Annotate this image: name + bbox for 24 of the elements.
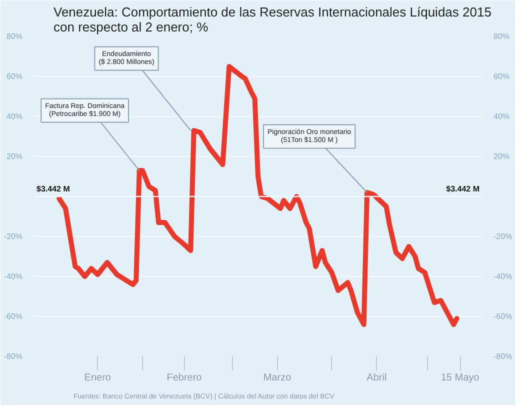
text: $3.442 M — [446, 184, 480, 194]
y2-tick-label: -40% — [494, 272, 512, 281]
y2-tick-label: -20% — [494, 232, 512, 241]
y-tick-label: -60% — [4, 312, 23, 321]
y2-tick-label: 40% — [494, 112, 510, 121]
x-tick-label: Abril — [366, 372, 387, 384]
y2-tick-label: 20% — [494, 152, 510, 161]
y-tick-label: -20% — [4, 232, 23, 241]
y2-tick-label: 60% — [494, 72, 510, 81]
y-tick-label: -40% — [4, 272, 23, 281]
y-tick-label: 40% — [6, 112, 23, 121]
x-tick-label: 15 Mayo — [440, 372, 480, 384]
y-tick-label: 20% — [6, 152, 23, 161]
y2-tick-label: 80% — [494, 32, 510, 41]
ref-line-label: $3.442 M — [36, 184, 70, 194]
chart-title: Venezuela: Comportamiento de las Reservas Internacionales Líquidas 2015 con respecto al 2 enero; % — [54, 4, 492, 34]
y-tick-label: 80% — [6, 32, 23, 41]
y2-tick-label: -60% — [494, 312, 512, 321]
x-tick-label: Enero — [84, 372, 112, 384]
y-tick-label: -80% — [4, 352, 23, 361]
x-tick-label: Marzo — [263, 372, 292, 384]
x-tick-label: Febrero — [166, 372, 202, 384]
y-tick-label: 60% — [6, 72, 23, 81]
y2-tick-label: -80% — [494, 352, 512, 361]
